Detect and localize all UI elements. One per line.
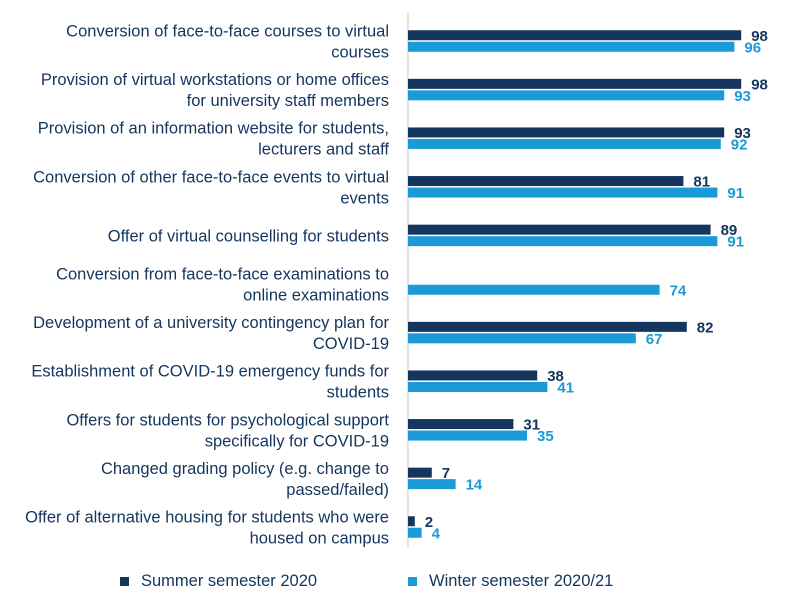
data-label-winter: 91 — [727, 185, 744, 202]
bar-summer — [408, 176, 684, 187]
category-label: Development of a university contingency … — [33, 314, 389, 353]
data-label-winter: 14 — [466, 477, 483, 494]
bar-summer — [408, 467, 432, 478]
data-label-winter: 92 — [731, 136, 748, 153]
category-label: Conversion from face-to-face examination… — [56, 266, 389, 305]
data-label-summer: 82 — [697, 319, 714, 336]
data-label-summer: 7 — [442, 465, 450, 482]
legend-item-summer: Summer semester 2020 — [120, 572, 317, 591]
data-label-winter: 4 — [432, 525, 441, 542]
category-label: Conversion of face-to-face courses to vi… — [66, 23, 389, 62]
category-label: Conversion of other face-to-face events … — [33, 168, 389, 207]
bar-winter — [408, 90, 725, 101]
bar-winter — [408, 527, 422, 538]
bar-winter — [408, 479, 456, 490]
bar-winter — [408, 187, 718, 198]
bar-summer — [408, 127, 725, 138]
data-label-summer: 2 — [425, 514, 433, 531]
category-label: Offer of virtual counselling for student… — [108, 227, 389, 245]
data-label-summer: 38 — [547, 368, 564, 385]
bar-winter — [408, 41, 735, 52]
legend-label-winter: Winter semester 2020/21 — [429, 572, 614, 590]
legend-swatch-winter — [408, 577, 417, 586]
bar-winter — [408, 430, 527, 441]
category-label: Offer of alternative housing for student… — [25, 509, 389, 548]
legend-item-winter: Winter semester 2020/21 — [408, 572, 613, 591]
bar-summer — [408, 78, 742, 89]
bar-winter — [408, 138, 721, 149]
data-label-summer: 98 — [751, 28, 768, 45]
data-label-winter: 91 — [727, 234, 744, 251]
data-label-summer: 89 — [721, 222, 738, 239]
data-label-summer: 93 — [734, 125, 751, 142]
legend-label-summer: Summer semester 2020 — [141, 572, 318, 590]
data-label-winter: 74 — [670, 282, 687, 299]
data-label-winter: 96 — [744, 39, 761, 56]
data-label-winter: 67 — [646, 331, 663, 348]
bar-summer — [408, 419, 514, 430]
category-label: Provision of an information website for … — [38, 120, 390, 159]
data-label-summer: 81 — [693, 174, 710, 191]
data-label-summer: 98 — [751, 76, 768, 93]
bar-summer — [408, 30, 742, 41]
data-label-winter: 41 — [557, 379, 574, 396]
category-label: Establishment of COVID-19 emergency fund… — [31, 363, 389, 402]
bar-winter — [408, 333, 636, 344]
data-label-winter: 93 — [734, 88, 751, 105]
bar-summer — [408, 224, 711, 235]
category-label: Offers for students for psychological su… — [66, 411, 389, 450]
category-label: Provision of virtual workstations or hom… — [41, 71, 389, 110]
bar-summer — [408, 516, 415, 527]
bar-winter — [408, 236, 718, 247]
bar-winter — [408, 381, 548, 392]
bar-winter — [408, 284, 660, 295]
bar-summer — [408, 370, 538, 381]
category-label: Changed grading policy (e.g. change to pa… — [101, 460, 389, 499]
data-label-summer: 31 — [523, 417, 540, 434]
data-label-winter: 35 — [537, 428, 554, 445]
legend-swatch-summer — [120, 577, 129, 586]
bar-summer — [408, 321, 687, 332]
